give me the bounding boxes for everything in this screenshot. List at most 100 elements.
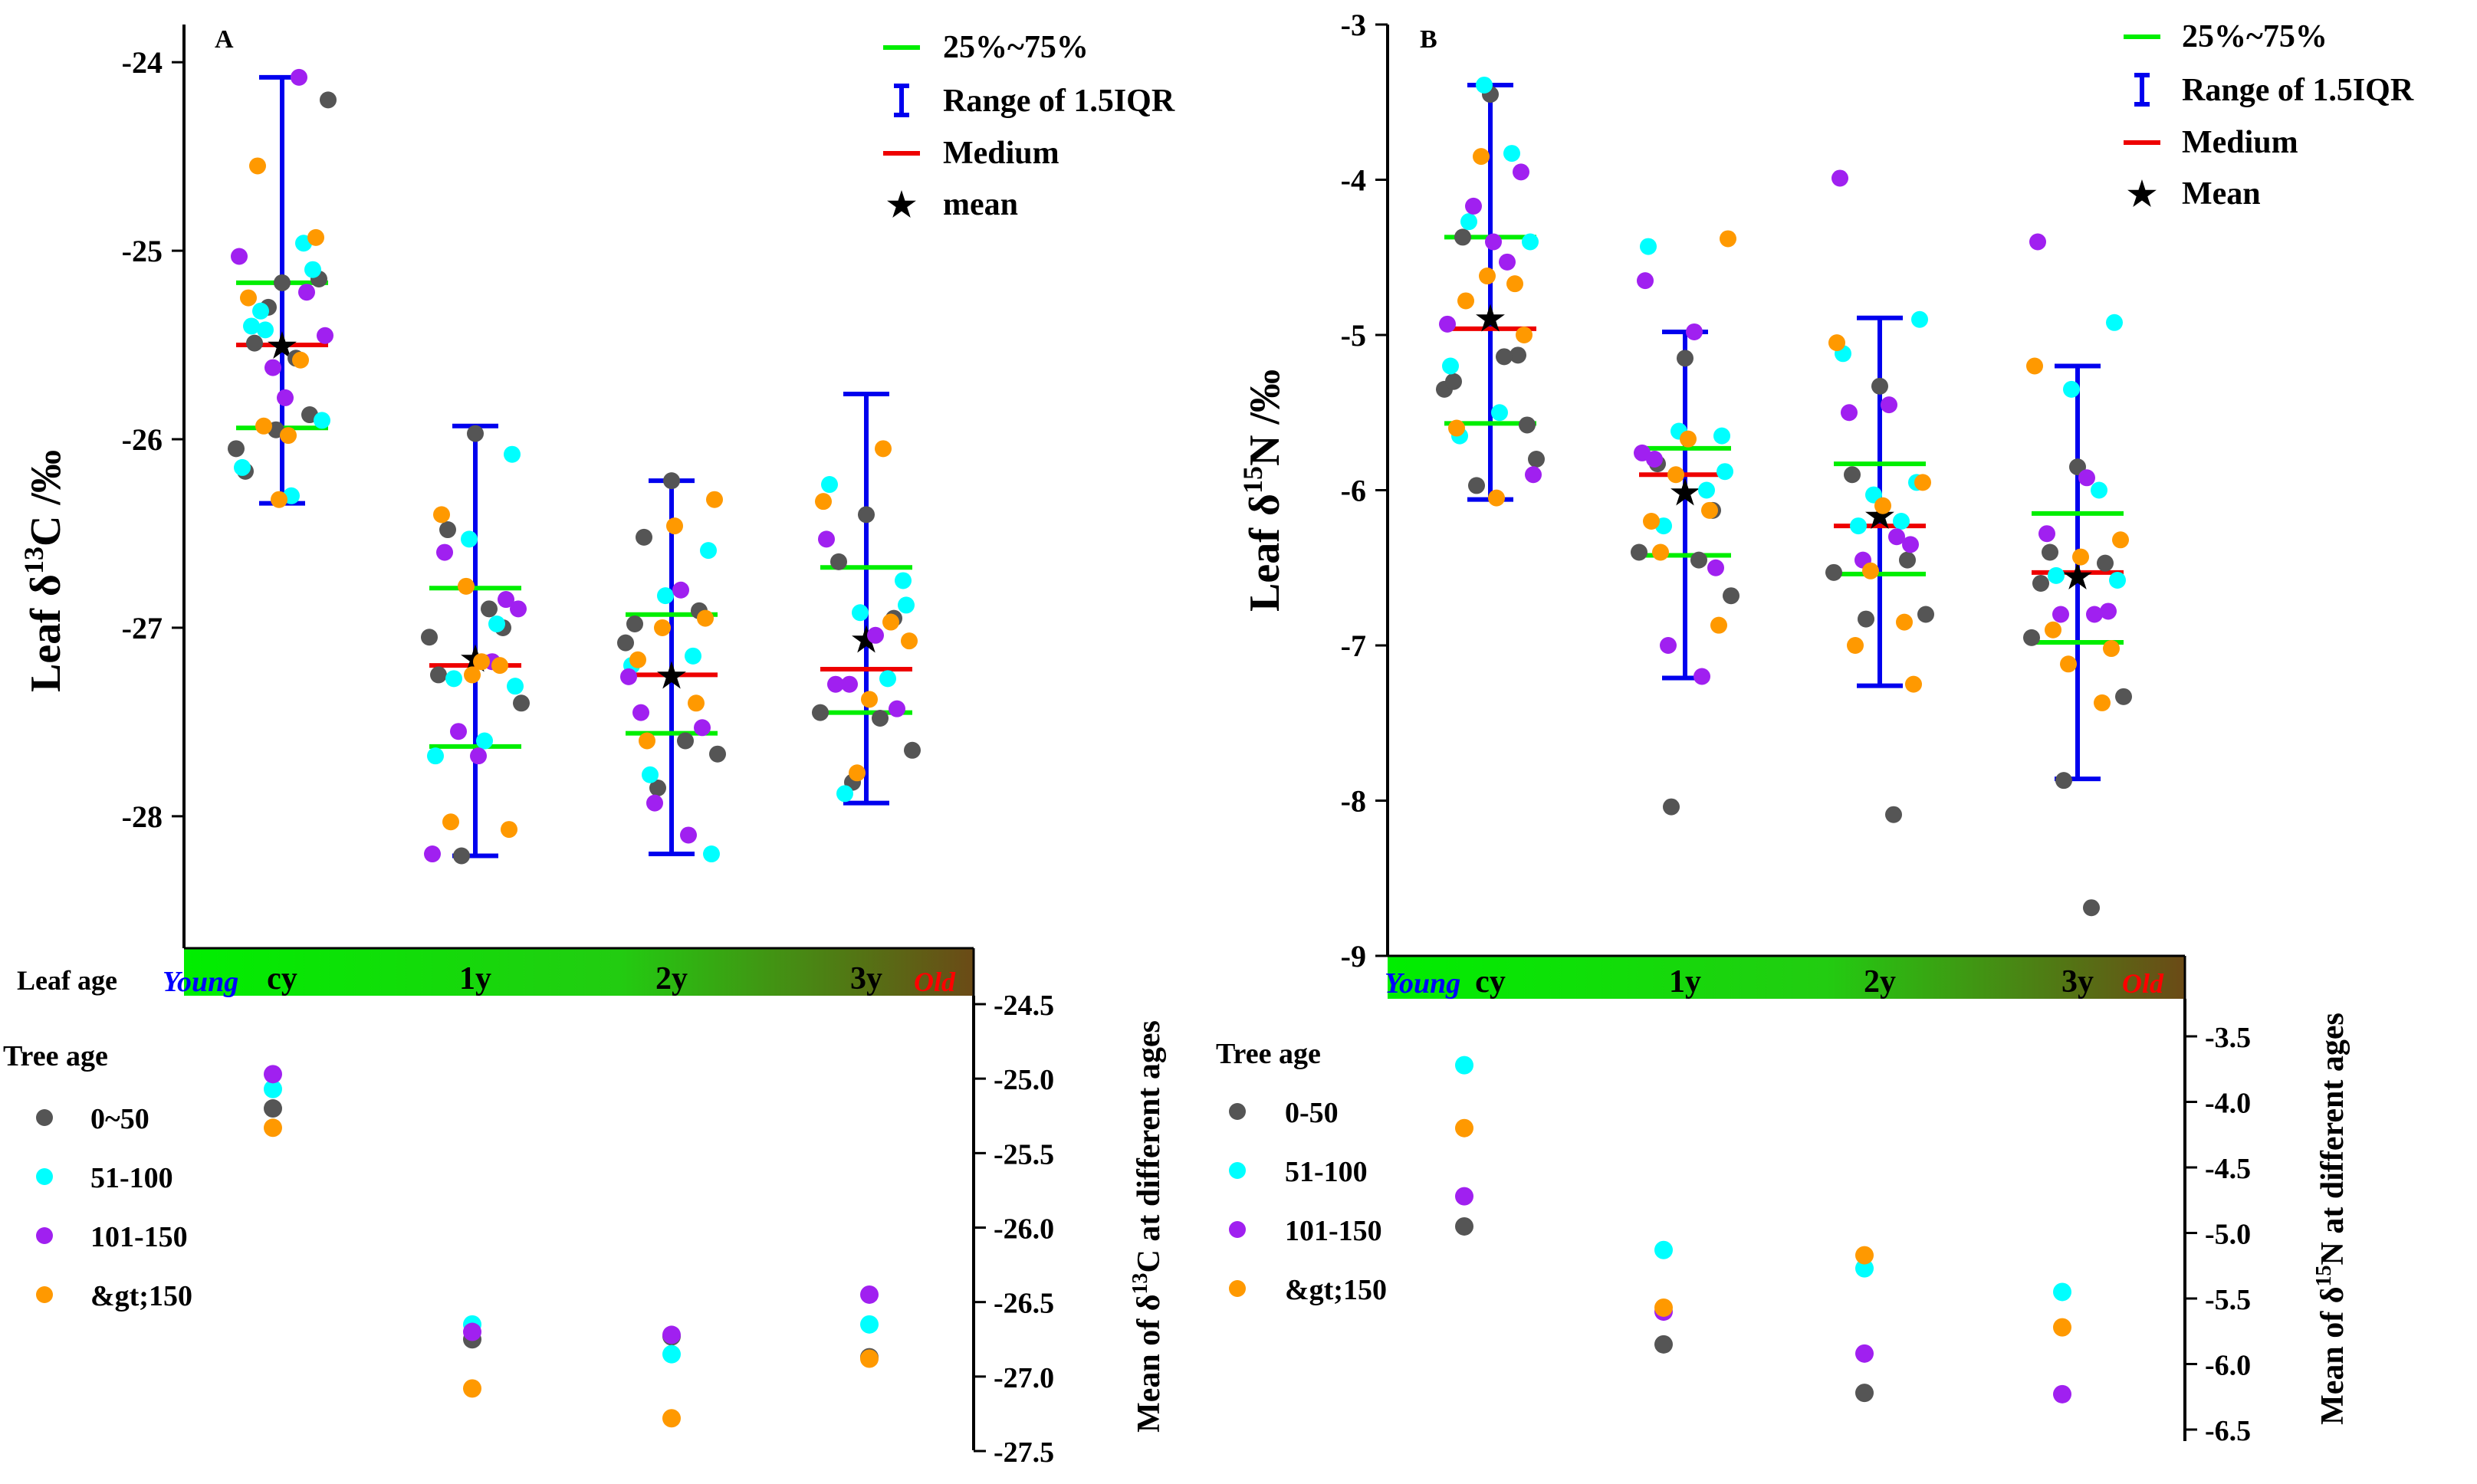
panel-b-point bbox=[1720, 230, 1736, 248]
panel-a-point bbox=[473, 653, 490, 671]
legend-b-dot-0 bbox=[1229, 1103, 1246, 1120]
panel-a-point bbox=[830, 553, 847, 570]
legend-b-median-label: Medium bbox=[2182, 125, 2298, 160]
legend-a-series-1: 51-100 bbox=[90, 1162, 173, 1194]
panel-b-point bbox=[1881, 396, 1897, 414]
panel-a-mean-tick-label-0: -24.5 bbox=[994, 990, 1054, 1022]
panel-b-point bbox=[1862, 562, 1879, 579]
panel-a-point bbox=[436, 543, 453, 561]
panel-b-point bbox=[1448, 419, 1465, 437]
panel-a-category-cy: cy bbox=[267, 961, 297, 996]
panel-b-point bbox=[1460, 213, 1477, 231]
panel-a-point bbox=[481, 600, 498, 618]
panel-b-point bbox=[1858, 610, 1874, 628]
panel-b-mean-tick-label-4: -5.5 bbox=[2205, 1284, 2251, 1316]
panel-a-point bbox=[666, 517, 683, 535]
panel-a-mean-point bbox=[662, 1325, 681, 1344]
panel-a-point bbox=[507, 678, 524, 695]
panel-a-point bbox=[697, 609, 714, 627]
panel-b-point bbox=[1631, 543, 1648, 561]
panel-b-mean-point bbox=[1654, 1240, 1673, 1259]
legend-iqr-label: 25%~75% bbox=[943, 30, 1089, 65]
panel-a-ytick-label-3: -27 bbox=[122, 611, 163, 645]
panel-b-point bbox=[2060, 655, 2077, 673]
panel-b-cy-mean-star: ★ bbox=[1475, 300, 1505, 338]
panel-b-category-1y: 1y bbox=[1669, 964, 1701, 1000]
panel-a-point bbox=[882, 613, 899, 631]
old-label-b: Old bbox=[2122, 968, 2164, 999]
panel-b-point bbox=[2086, 606, 2103, 623]
panel-a-legend: 25%~75% Range of 1.5IQR Medium ★ mean bbox=[883, 30, 1175, 224]
panel-a-point bbox=[304, 261, 321, 278]
panel-b-point bbox=[1825, 563, 1842, 581]
panel-b-mean-label-iso: 15 bbox=[2312, 1265, 2336, 1286]
panel-a-mean-point bbox=[860, 1315, 879, 1334]
panel-a-mean-point bbox=[463, 1322, 481, 1341]
panel-a-point bbox=[461, 530, 478, 548]
legend-b-iqr-label: 25%~75% bbox=[2182, 19, 2328, 54]
panel-b-point bbox=[1637, 272, 1654, 290]
panel-b-mean-tick-label-2: -4.5 bbox=[2205, 1153, 2251, 1185]
panel-b-point bbox=[1488, 489, 1505, 507]
panel-b-point bbox=[1506, 275, 1523, 293]
panel-a-point bbox=[427, 747, 444, 765]
panel-a-mean-tick-label-1: -25.0 bbox=[994, 1064, 1054, 1096]
panel-a-mean-label-iso: 13 bbox=[1128, 1272, 1152, 1294]
panel-a-point bbox=[632, 704, 649, 721]
panel-a-point bbox=[646, 794, 663, 812]
panel-b-point bbox=[2063, 380, 2080, 398]
panel-b-category-3y: 3y bbox=[2061, 964, 2094, 1000]
panel-a-mean-label-pre: Mean of δ bbox=[1132, 1294, 1167, 1432]
panel-b-point bbox=[2045, 621, 2061, 639]
panel-a-point bbox=[812, 704, 829, 721]
panel-a-leaf-age-bar bbox=[184, 948, 974, 996]
panel-a-point bbox=[488, 616, 505, 633]
panel-a-point bbox=[649, 779, 666, 796]
panel-b-ytick-label-4: -7 bbox=[1341, 629, 1366, 663]
panel-b-point bbox=[1457, 292, 1474, 310]
panel-b-point bbox=[1713, 427, 1730, 445]
legend-b-dot-3 bbox=[1229, 1280, 1246, 1297]
panel-a-point bbox=[246, 334, 263, 352]
panel-a-point bbox=[498, 591, 514, 609]
panel-a-point bbox=[709, 745, 726, 763]
panel-b-ytick-label-3: -6 bbox=[1341, 474, 1366, 508]
panel-b-point bbox=[2103, 640, 2120, 658]
legend-b-mean-label: Mean bbox=[2182, 176, 2261, 212]
legend-b-range-swatch bbox=[2134, 73, 2150, 107]
panel-a-point bbox=[657, 587, 674, 605]
panel-a-ytick-label-4: -28 bbox=[122, 799, 163, 834]
panel-b-point bbox=[1476, 76, 1493, 94]
panel-a-point bbox=[872, 709, 889, 727]
panel-b-point bbox=[2055, 772, 2072, 790]
panel-b-point bbox=[1667, 466, 1684, 484]
panel-a-point bbox=[636, 528, 652, 546]
panel-b-point bbox=[2083, 899, 2100, 917]
legend-b-dot-2 bbox=[1229, 1221, 1246, 1238]
panel-a-point bbox=[700, 542, 717, 560]
legend-b-series-1: 51-100 bbox=[1285, 1156, 1368, 1188]
panel-a-mean-point bbox=[264, 1118, 282, 1138]
panel-b-mean-point bbox=[1654, 1335, 1673, 1354]
panel-b-point bbox=[1677, 350, 1693, 367]
panel-b-y-label-iso: 15 bbox=[1237, 466, 1268, 494]
panel-a-2y-mean-star: ★ bbox=[656, 657, 686, 694]
panel-a-point bbox=[439, 521, 456, 539]
panel-a-y-label-elem: C /‰ bbox=[22, 450, 70, 547]
panel-a-point bbox=[274, 274, 291, 291]
panel-a-tree-age-legend: Tree age 0~50 51-100 101-150 &gt;150 bbox=[3, 1040, 192, 1312]
panel-b-point bbox=[1850, 517, 1867, 535]
panel-b-point bbox=[1707, 559, 1724, 576]
panel-a-mean-point bbox=[264, 1099, 282, 1118]
panel-b-point bbox=[1690, 551, 1707, 569]
panel-a-point bbox=[252, 302, 269, 320]
panel-b-point bbox=[1680, 430, 1697, 448]
panel-a-mean-point bbox=[264, 1065, 282, 1084]
panel-a-point bbox=[491, 657, 508, 675]
panel-a-point bbox=[255, 417, 272, 435]
panel-a-point bbox=[257, 321, 274, 339]
panel-b-point bbox=[1888, 528, 1905, 546]
panel-b-point bbox=[1686, 323, 1703, 340]
panel-b-point bbox=[1465, 197, 1482, 215]
panel-b-point bbox=[1660, 637, 1677, 654]
